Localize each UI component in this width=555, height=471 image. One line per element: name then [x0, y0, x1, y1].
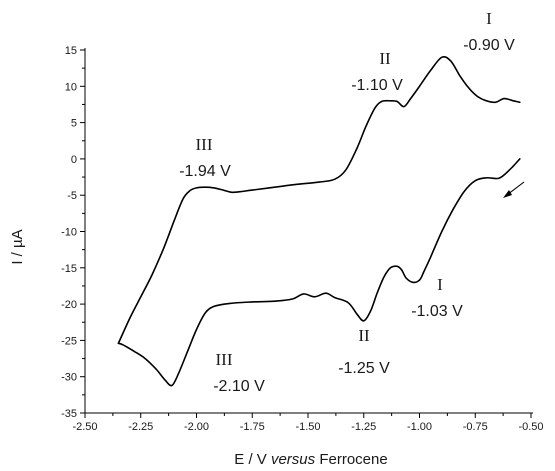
x-tick-label: -0.50	[518, 421, 543, 433]
x-tick-label: -2.50	[72, 421, 97, 433]
y-tick-label: -15	[61, 263, 77, 275]
peak-annotations: I -0.90 V II -1.10 V III -1.94 V I -1.03 V II -1.…	[179, 9, 515, 395]
peak-potential-label: -0.90 V	[463, 37, 515, 54]
plot-frame	[84, 48, 533, 414]
x-axis-label-italic: versus	[271, 451, 316, 468]
x-axis-label: E / V versus Ferrocene	[234, 451, 387, 468]
peak-red-I: I -1.03 V	[411, 275, 463, 320]
y-tick-label: 0	[71, 154, 77, 166]
peak-potential-label: -1.94 V	[179, 163, 231, 180]
x-axis-ticks: -2.50 -2.25 -2.00 -1.75 -1.50 -1.25 -1.00 -0.75…	[72, 413, 544, 433]
y-tick-label: -5	[67, 190, 77, 202]
peak-roman-label: III	[216, 350, 233, 369]
peak-potential-label: -1.03 V	[411, 303, 463, 320]
peak-roman-label: I	[437, 275, 443, 294]
y-tick-label: -20	[61, 299, 77, 311]
arrow-head	[503, 190, 512, 198]
peak-roman-label: III	[196, 135, 213, 154]
y-axis-ticks: -35 -30 -25 -20 -15 -10 -5 0 5 10 15	[61, 45, 85, 420]
peak-potential-label: -2.10 V	[213, 378, 265, 395]
y-tick-label: 15	[65, 45, 77, 57]
x-axis-label-prefix: E / V	[234, 451, 271, 468]
y-tick-label: -35	[61, 408, 77, 420]
x-tick-label: -1.25	[351, 421, 376, 433]
peak-red-II: II -1.25 V	[338, 326, 390, 377]
cathodic-scan-line	[117, 158, 521, 387]
peak-roman-label: II	[358, 326, 370, 345]
y-tick-label: 10	[65, 81, 77, 93]
x-axis-label-suffix: Ferrocene	[315, 451, 388, 468]
peak-potential-label: -1.25 V	[338, 360, 390, 377]
x-tick-label: -1.75	[240, 421, 265, 433]
peak-ox-I: I -0.90 V	[463, 9, 515, 54]
y-tick-label: -25	[61, 335, 77, 347]
scan-direction-arrow	[503, 181, 525, 198]
x-tick-label: -2.00	[184, 421, 209, 433]
y-tick-label: 5	[71, 118, 77, 130]
peak-red-III: III -2.10 V	[213, 350, 265, 395]
peak-roman-label: II	[379, 49, 391, 68]
y-axis-label: I / µA	[9, 229, 26, 264]
x-tick-label: -0.75	[463, 421, 488, 433]
cv-traces	[117, 55, 521, 387]
peak-ox-III: III -1.94 V	[179, 135, 231, 180]
y-tick-label: -10	[61, 227, 77, 239]
x-tick-label: -1.50	[295, 421, 320, 433]
anodic-scan-line	[117, 55, 521, 345]
peak-roman-label: I	[486, 9, 492, 28]
peak-potential-label: -1.10 V	[351, 77, 403, 94]
x-tick-label: -1.00	[407, 421, 432, 433]
y-tick-label: -30	[61, 372, 77, 384]
x-tick-label: -2.25	[128, 421, 153, 433]
peak-ox-II: II -1.10 V	[351, 49, 403, 94]
